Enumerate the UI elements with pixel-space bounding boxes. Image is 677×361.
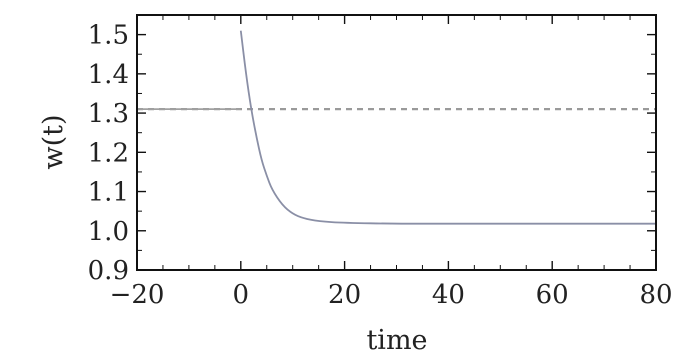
x-tick-label: 0 <box>233 280 250 310</box>
y-tick-label: 1.3 <box>88 99 129 129</box>
plot-frame <box>136 14 657 271</box>
y-tick-label: 1.4 <box>88 60 129 90</box>
x-tick-label: 20 <box>328 280 361 310</box>
x-tick-label: −20 <box>110 280 165 310</box>
y-tick-label: 1.0 <box>88 217 129 247</box>
series-layer <box>137 30 656 225</box>
x-tick-label: 80 <box>639 280 672 310</box>
y-axis-title: w(t) <box>38 114 69 169</box>
y-tick-label: 1.2 <box>88 138 129 168</box>
ticks-layer: −20 0 20 40 60 80 0.9 1.0 1.1 1.2 1.3 1.4 1.5 <box>88 14 673 310</box>
series-line-2 <box>239 30 656 225</box>
y-tick-label: 1.1 <box>88 178 129 208</box>
y-tick-label: 0.9 <box>88 256 129 286</box>
x-tick-label: 60 <box>536 280 569 310</box>
x-tick-label: 40 <box>432 280 465 310</box>
x-axis-title: time <box>366 325 427 356</box>
y-tick-label: 1.5 <box>88 21 129 51</box>
